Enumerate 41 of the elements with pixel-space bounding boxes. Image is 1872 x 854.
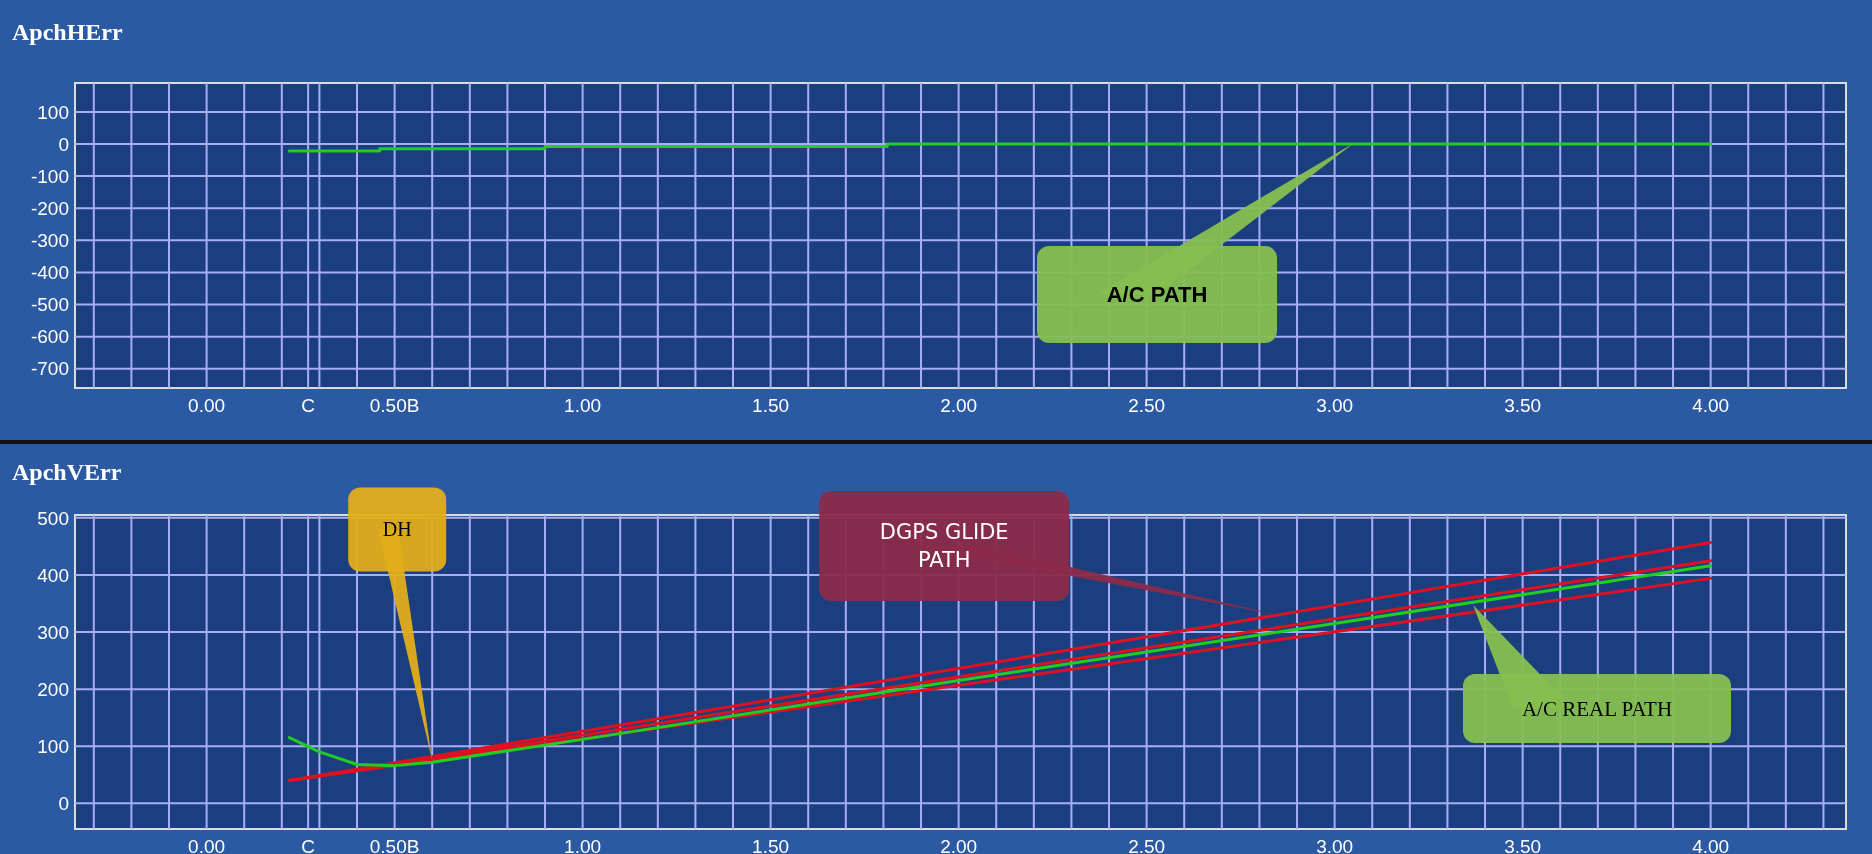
- x-tick-label: 3.50: [1504, 395, 1542, 416]
- annotation: DGPS GLIDE PATH: [879, 520, 1009, 573]
- annotation: A/C PATH: [1106, 282, 1208, 308]
- y-tick-label: -200: [30, 197, 69, 219]
- x-tick-label: 1.50: [752, 836, 790, 854]
- y-tick-label: 400: [37, 564, 69, 586]
- x-tick-label: 0.50B: [369, 395, 420, 416]
- x-tick-label: 4.00: [1692, 395, 1730, 416]
- y-tick-label: 0: [58, 792, 69, 814]
- x-tick-label: C: [301, 836, 315, 854]
- x-tick-label: 2.00: [940, 836, 978, 854]
- annotation: DH: [382, 518, 412, 541]
- y-tick-label: 500: [37, 507, 69, 529]
- x-tick-label: 3.50: [1504, 836, 1542, 854]
- x-tick-label: 2.50: [1128, 836, 1166, 854]
- y-tick-label: 100: [37, 101, 69, 123]
- x-tick-label: C: [301, 395, 315, 416]
- x-tick-label: 0.00: [188, 836, 226, 854]
- x-tick-label: 1.00: [564, 836, 602, 854]
- x-tick-label: 0.50B: [369, 836, 420, 854]
- y-tick-label: -500: [30, 294, 69, 316]
- y-tick-label: 200: [37, 678, 69, 700]
- x-tick-label: 2.50: [1128, 395, 1166, 416]
- x-tick-label: 0.00: [188, 395, 226, 416]
- x-tick-label: 3.00: [1316, 836, 1354, 854]
- y-tick-label: 0: [58, 133, 69, 155]
- x-tick-label: 4.00: [1692, 836, 1730, 854]
- annotation: A/C REAL PATH: [1521, 696, 1673, 721]
- x-tick-label: 1.00: [564, 395, 602, 416]
- y-tick-label: -400: [30, 262, 69, 284]
- x-tick-label: 2.00: [940, 395, 978, 416]
- y-tick-label: -300: [30, 229, 69, 251]
- chart-title: ApchHErr: [12, 19, 124, 45]
- y-tick-label: -100: [30, 165, 69, 187]
- chart-title: ApchVErr: [12, 459, 122, 485]
- y-tick-label: 100: [37, 735, 69, 757]
- x-tick-label: 3.00: [1316, 395, 1354, 416]
- y-tick-label: -600: [30, 326, 69, 348]
- x-tick-label: 1.50: [752, 395, 790, 416]
- y-tick-label: 300: [37, 621, 69, 643]
- y-tick-label: -700: [30, 358, 69, 380]
